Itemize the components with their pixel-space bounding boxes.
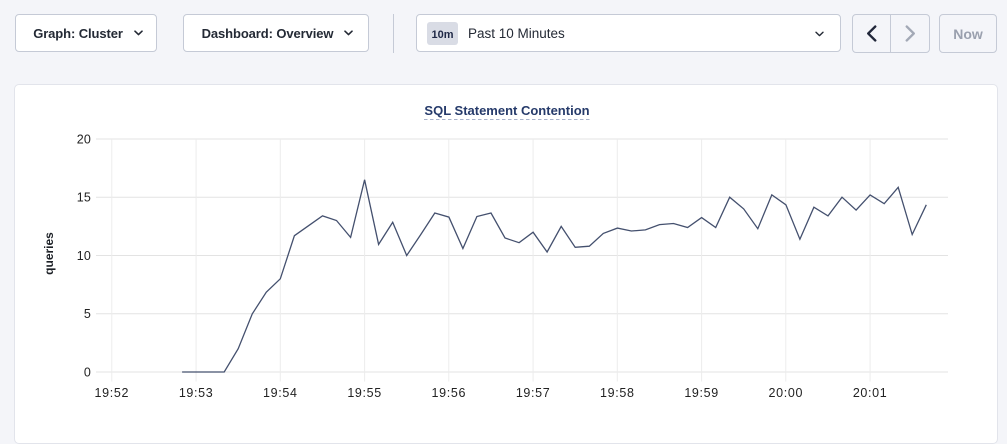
svg-text:19:56: 19:56 [432,386,467,400]
svg-text:19:58: 19:58 [600,386,635,400]
svg-text:19:59: 19:59 [684,386,719,400]
svg-text:queries: queries [42,232,56,275]
svg-text:19:54: 19:54 [263,386,298,400]
svg-text:20:00: 20:00 [769,386,804,400]
svg-text:5: 5 [84,307,91,321]
svg-text:0: 0 [84,365,91,379]
svg-text:20:01: 20:01 [853,386,888,400]
svg-text:10: 10 [77,249,91,263]
svg-text:19:52: 19:52 [95,386,130,400]
svg-text:19:57: 19:57 [516,386,551,400]
svg-text:15: 15 [77,191,91,205]
svg-text:19:55: 19:55 [347,386,382,400]
svg-text:20: 20 [77,132,91,146]
svg-text:19:53: 19:53 [179,386,214,400]
